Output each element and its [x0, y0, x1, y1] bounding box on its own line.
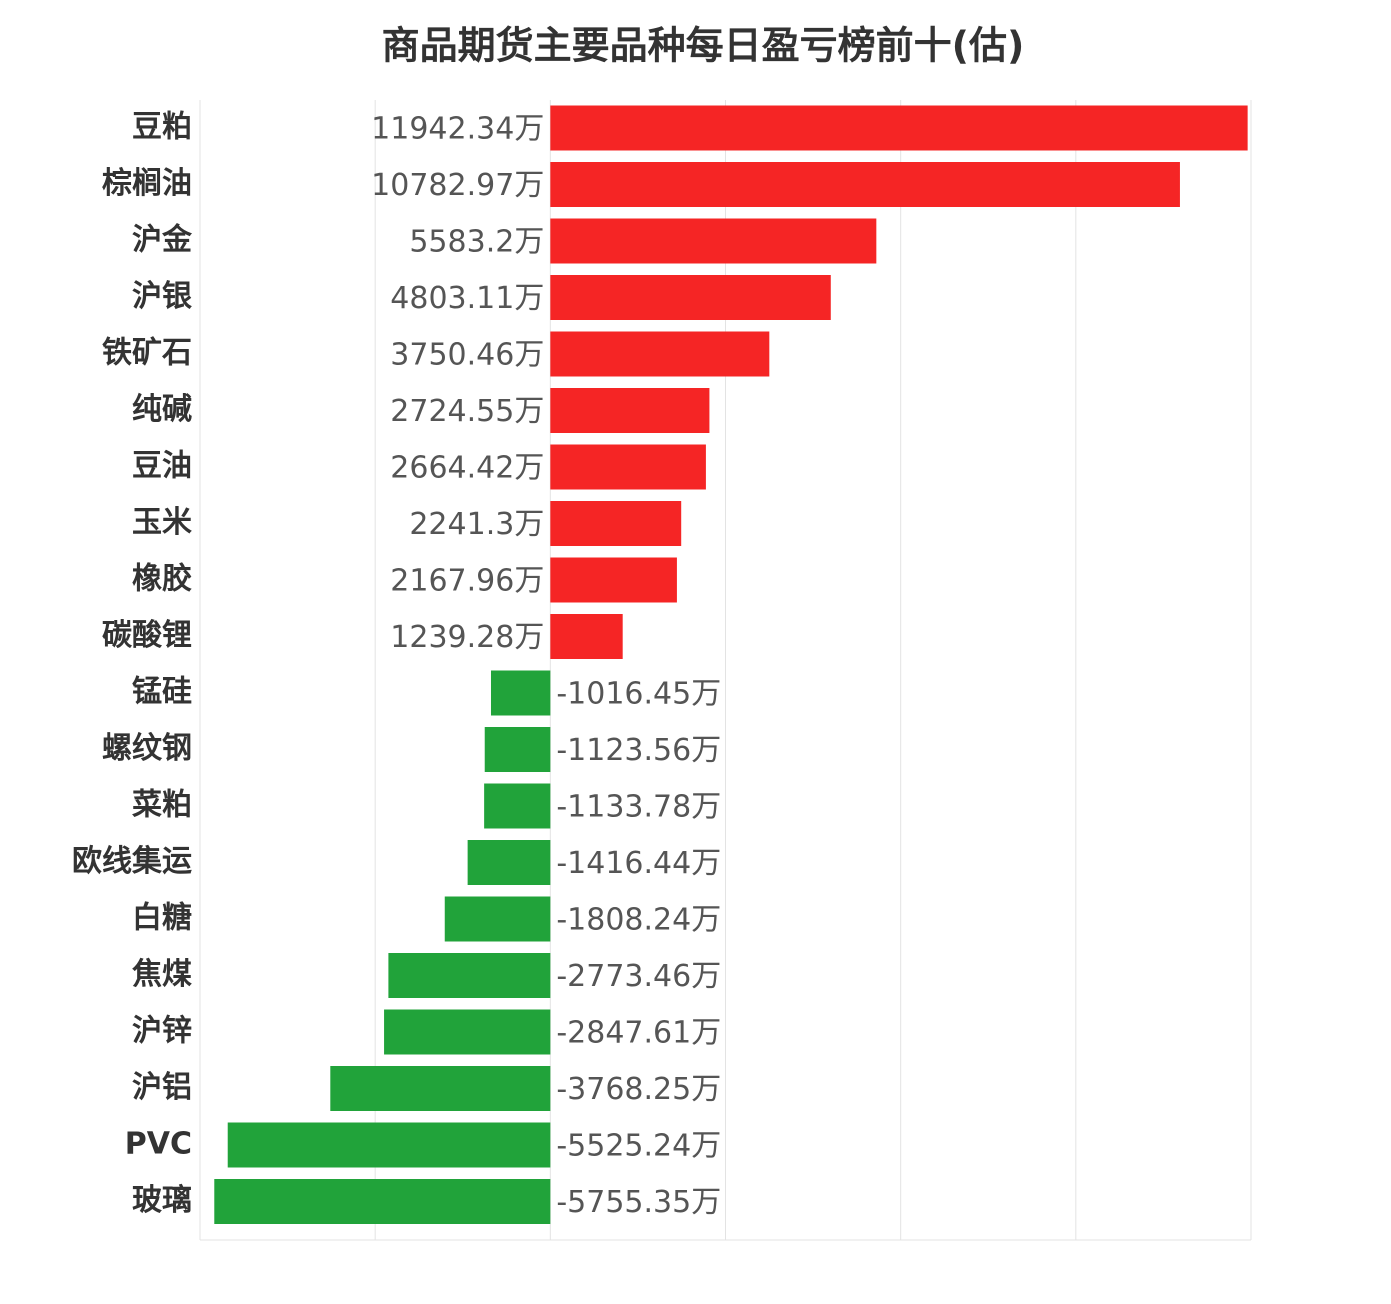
value-label: 2167.96万 [390, 564, 544, 599]
value-label: -1416.44万 [556, 846, 721, 881]
category-label: 豆油 [132, 449, 192, 484]
bar [484, 727, 551, 772]
value-label: -1123.56万 [556, 733, 721, 768]
value-label: -1133.78万 [556, 790, 721, 825]
bar [550, 218, 877, 264]
value-label: -1016.45万 [556, 677, 721, 712]
value-label: 11942.34万 [371, 112, 544, 147]
category-label: 铁矿石 [102, 336, 192, 371]
value-label: 1239.28万 [390, 620, 544, 655]
bar [550, 444, 706, 490]
bar [444, 896, 551, 942]
category-label: PVC [125, 1127, 192, 1162]
value-label: 5583.2万 [409, 225, 544, 260]
category-label: 沪金 [132, 223, 193, 258]
value-label: 2664.42万 [390, 451, 544, 486]
bar [214, 1179, 551, 1224]
category-label: 碳酸锂 [102, 618, 192, 653]
bar [388, 953, 551, 998]
value-label: -5525.24万 [556, 1129, 721, 1164]
category-label: 锰硅 [132, 675, 192, 710]
value-label: -2847.61万 [556, 1016, 721, 1051]
bar [227, 1122, 551, 1168]
bar [550, 501, 682, 546]
category-label: 玻璃 [132, 1183, 192, 1218]
value-label: 2724.55万 [390, 394, 544, 429]
bar [467, 840, 551, 885]
bar [484, 783, 551, 829]
bar [550, 331, 770, 377]
value-label: -1808.24万 [556, 903, 721, 938]
category-label: 白糖 [132, 901, 192, 936]
category-label: 螺纹钢 [102, 731, 192, 766]
bar [550, 275, 831, 320]
category-label: 沪银 [132, 279, 192, 314]
value-label: -3768.25万 [556, 1072, 721, 1107]
value-label: 2241.3万 [409, 507, 544, 542]
value-label: 4803.11万 [390, 281, 544, 316]
value-label: -5755.35万 [556, 1185, 721, 1220]
bar [550, 614, 623, 659]
category-label: 菜粕 [132, 788, 192, 823]
value-label: 3750.46万 [390, 338, 544, 373]
bar [550, 388, 710, 433]
value-label: 10782.97万 [371, 168, 544, 203]
category-label: 棕榈油 [102, 166, 192, 201]
category-label: 豆粕 [132, 110, 192, 145]
bar [330, 1066, 551, 1111]
value-label: -2773.46万 [556, 959, 721, 994]
chart-title: 商品期货主要品种每日盈亏榜前十(估) [382, 24, 1025, 68]
category-label: 橡胶 [132, 562, 192, 597]
bar [550, 105, 1248, 151]
bar [384, 1009, 551, 1055]
category-label: 沪锌 [132, 1014, 192, 1049]
category-label: 纯碱 [132, 392, 192, 427]
category-label: 沪铝 [132, 1070, 192, 1105]
bar [550, 162, 1180, 207]
bar [490, 670, 551, 716]
category-label: 焦煤 [132, 957, 192, 992]
category-label: 欧线集运 [72, 844, 192, 879]
bar [550, 557, 677, 603]
category-label: 玉米 [132, 505, 192, 540]
